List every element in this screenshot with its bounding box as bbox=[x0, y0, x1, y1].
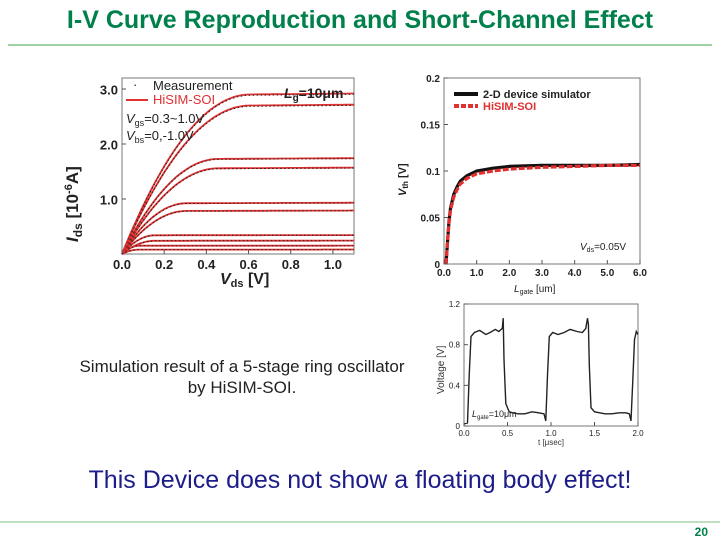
ring-oscillator-waveform bbox=[463, 318, 639, 425]
ids-legend-measurement-marker: · bbox=[133, 77, 137, 92]
vth-lgate-chart: 0.0 1.0 2.0 3.0 4.0 5.0 6.0 0 0.05 0.1 0.15 0.2 Vt… bbox=[397, 74, 647, 296]
vth-y-tick-label: 0.05 bbox=[421, 214, 441, 225]
ids-x-tick-label: 0.0 bbox=[113, 257, 131, 272]
ids-vds-chart: 0.0 0.2 0.4 0.6 0.8 1.0 1.0 2.0 3.0 Ids [10-6A]… bbox=[63, 77, 355, 290]
vth-y-tick-label: 0.1 bbox=[426, 167, 440, 178]
ids-measurement-curve-vgs-0.3-vbs--1 bbox=[121, 249, 354, 255]
ring-annotation-lgate: Lgate=10μm bbox=[472, 409, 517, 421]
ids-measurement-curve-vgs-0.6-vbs-0 bbox=[121, 202, 354, 255]
ring-y-tick-label: 0.4 bbox=[449, 381, 461, 390]
vth-x-tick-label: 0.0 bbox=[437, 268, 451, 279]
vth-x-tick-label: 1.0 bbox=[470, 268, 484, 279]
ring-oscillator-chart: 0.0 0.5 1.0 1.5 2.0 0 0.4 0.8 1.2 Voltage [V] t… bbox=[436, 300, 644, 447]
ids-measurement-curve-vgs-0.8-vbs-0 bbox=[121, 158, 355, 255]
ids-x-axis-label: Vds [V] bbox=[220, 271, 269, 290]
ids-measurement-curve-vgs-0.4-vbs--1 bbox=[121, 240, 354, 255]
ids-plot-frame bbox=[121, 77, 355, 255]
ring-y-tick-label: 0.8 bbox=[449, 341, 461, 350]
ids-x-tick-label: 0.8 bbox=[282, 257, 300, 272]
ids-model-curve-vgs-0.4-vbs--1 bbox=[121, 239, 354, 255]
footer-divider bbox=[0, 521, 720, 523]
vth-legend-model: HiSIM-SOI bbox=[483, 101, 536, 113]
ids-x-tick-label: 0.4 bbox=[197, 257, 216, 272]
ids-y-axis-label: Ids [10-6A] bbox=[63, 166, 85, 242]
ids-legend-model: HiSIM-SOI bbox=[153, 92, 215, 107]
ids-model-curve-vgs-0.8-vbs--1 bbox=[121, 166, 354, 255]
floating-body-statement: This Device does not show a floating bod… bbox=[88, 466, 632, 494]
ids-annotation-lg: Lg=10μm bbox=[284, 85, 343, 104]
vth-legend-device: 2-D device simulator bbox=[483, 89, 591, 101]
ring-x-tick-label: 1.5 bbox=[589, 429, 601, 438]
ids-y-tick-label: 2.0 bbox=[100, 138, 118, 153]
ids-y-tick-label: 3.0 bbox=[100, 83, 118, 98]
ids-x-tick-label: 0.2 bbox=[155, 257, 173, 272]
caption-line-1: Simulation result of a 5-stage ring osci… bbox=[79, 357, 405, 376]
vth-y-tick-label: 0 bbox=[434, 260, 440, 271]
ids-model-curve-vgs-0.3-vbs--1 bbox=[121, 248, 354, 255]
ids-legend-measurement: Measurement bbox=[153, 78, 233, 93]
ring-y-tick-label: 1.2 bbox=[449, 300, 461, 309]
ring-plot-frame bbox=[463, 303, 639, 427]
ids-measurement-curve-vgs-1-vbs-0 bbox=[121, 93, 355, 255]
ids-model-curve-vgs-0.4-vbs-0 bbox=[121, 234, 354, 255]
ids-annotation-vgs: Vgs=0.3~1.0V bbox=[126, 111, 205, 128]
vth-legend: 2-D device simulator HiSIM-SOI bbox=[454, 89, 591, 113]
ids-legend: · Measurement HiSIM-SOI bbox=[126, 77, 233, 107]
ring-y-axis-label: Voltage [V] bbox=[436, 345, 447, 394]
ring-x-axis-label: t [μsec] bbox=[538, 438, 564, 447]
ids-measurement-curve-vgs-0.3-vbs-0 bbox=[121, 245, 354, 255]
vth-x-tick-label: 4.0 bbox=[568, 268, 582, 279]
vth-y-tick-label: 0.15 bbox=[421, 121, 441, 132]
ids-model-curve-vgs-0.6-vbs--1 bbox=[121, 209, 354, 255]
ring-oscillator-caption: Simulation result of a 5-stage ring osci… bbox=[62, 356, 422, 398]
vth-y-tick-label: 0.2 bbox=[426, 74, 440, 85]
ids-annotation-vbs: Vbs=0,-1.0V bbox=[126, 128, 194, 145]
ids-y-tick-label: 1.0 bbox=[100, 193, 118, 208]
page-number: 20 bbox=[694, 525, 708, 539]
caption-line-2: by HiSIM-SOI. bbox=[187, 378, 297, 397]
ring-y-tick-label: 0 bbox=[456, 422, 461, 431]
ids-measurement-curve-vgs-0.6-vbs--1 bbox=[121, 210, 354, 255]
ids-measurement-curve-vgs-0.4-vbs-0 bbox=[121, 234, 355, 255]
ids-measurement-curve-vgs-1-vbs--1 bbox=[121, 104, 355, 255]
vth-x-tick-label: 6.0 bbox=[633, 268, 647, 279]
vth-annotation-vds: Vds=0.05V bbox=[580, 242, 626, 254]
ids-model-curve-vgs-1-vbs-0 bbox=[121, 92, 354, 255]
title-divider bbox=[8, 44, 712, 46]
ids-x-tick-label: 0.6 bbox=[240, 257, 258, 272]
ring-x-tick-label: 1.0 bbox=[545, 429, 557, 438]
vth-x-tick-label: 3.0 bbox=[535, 268, 549, 279]
ring-x-tick-label: 2.0 bbox=[632, 429, 644, 438]
ids-x-tick-label: 1.0 bbox=[324, 257, 342, 272]
ids-model-curve-vgs-0.8-vbs-0 bbox=[121, 157, 354, 255]
vth-hisim-line bbox=[444, 163, 640, 265]
vth-y-axis-label: Vth [V] bbox=[397, 163, 410, 196]
vth-x-tick-label: 5.0 bbox=[600, 268, 614, 279]
vth-x-axis-label: Lgate [um] bbox=[514, 284, 556, 296]
slide-title: I-V Curve Reproduction and Short-Channel… bbox=[66, 6, 654, 34]
ring-x-tick-label: 0.5 bbox=[502, 429, 514, 438]
ring-x-tick-label: 0.0 bbox=[458, 429, 470, 438]
vth-x-tick-label: 2.0 bbox=[502, 268, 516, 279]
